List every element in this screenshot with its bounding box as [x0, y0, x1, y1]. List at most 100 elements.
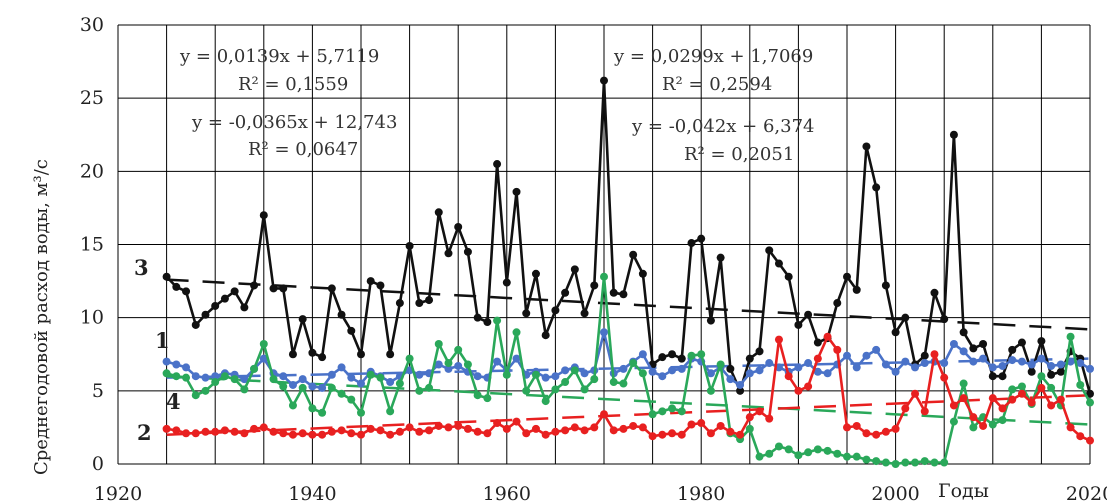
data-point-3 — [745, 354, 754, 363]
data-point-4 — [395, 379, 404, 388]
data-point-4 — [687, 351, 696, 360]
data-point-2 — [687, 420, 696, 429]
data-point-4 — [269, 375, 278, 384]
data-point-2 — [405, 423, 414, 432]
data-point-4 — [745, 424, 754, 433]
data-point-3 — [395, 299, 404, 308]
data-point-3 — [473, 313, 482, 322]
data-point-3 — [979, 340, 988, 349]
curve-label-4: 4 — [166, 389, 181, 414]
data-point-3 — [182, 287, 191, 296]
data-point-2 — [1027, 398, 1036, 407]
data-point-3 — [347, 326, 356, 335]
data-point-2 — [609, 426, 618, 435]
data-point-4 — [405, 354, 414, 363]
data-point-4 — [648, 410, 657, 419]
data-point-4 — [901, 458, 910, 467]
data-point-2 — [949, 401, 958, 410]
data-point-4 — [1066, 332, 1075, 341]
data-point-2 — [629, 421, 638, 430]
data-point-1 — [988, 363, 997, 372]
data-point-3 — [522, 309, 531, 318]
data-point-3 — [1056, 367, 1065, 376]
data-point-3 — [376, 281, 385, 290]
data-point-4 — [619, 379, 628, 388]
data-point-2 — [872, 430, 881, 439]
data-point-4 — [298, 383, 307, 392]
data-point-2 — [736, 430, 745, 439]
data-point-4 — [833, 449, 842, 458]
data-point-2 — [706, 429, 715, 438]
data-point-2 — [1076, 432, 1085, 441]
curve-label-1: 1 — [155, 328, 170, 353]
data-point-4 — [891, 460, 900, 468]
x-tick-label: 1940 — [288, 483, 336, 504]
data-point-4 — [998, 416, 1007, 425]
data-point-1 — [959, 347, 968, 356]
data-point-1 — [415, 370, 424, 379]
data-point-2 — [813, 354, 822, 363]
data-point-3 — [590, 281, 599, 290]
data-point-2 — [570, 423, 579, 432]
data-point-2 — [415, 427, 424, 436]
data-point-1 — [298, 375, 307, 384]
data-point-2 — [668, 429, 677, 438]
data-point-4 — [862, 455, 871, 464]
data-point-3 — [901, 313, 910, 322]
data-point-2 — [191, 429, 200, 438]
y-tick-label: 20 — [80, 160, 104, 182]
y-tick-label: 30 — [80, 14, 104, 36]
trend-lines — [166, 278, 1091, 436]
y-tick-label: 15 — [80, 234, 104, 256]
data-point-4 — [279, 382, 288, 391]
data-point-2 — [697, 419, 706, 428]
data-point-2 — [726, 427, 735, 436]
data-point-3 — [891, 328, 900, 337]
data-point-1 — [288, 380, 297, 389]
data-point-2 — [833, 345, 842, 354]
data-point-3 — [327, 284, 336, 293]
data-point-1 — [357, 379, 365, 388]
data-point-2 — [1008, 395, 1017, 404]
y-tick-label: 25 — [80, 87, 104, 109]
y-tick-label: 5 — [92, 380, 104, 402]
data-point-2 — [745, 413, 754, 422]
data-point-4 — [220, 372, 229, 381]
data-point-3 — [1017, 338, 1026, 347]
data-point-2 — [522, 429, 531, 438]
curve-label-2: 2 — [137, 420, 152, 445]
data-point-1 — [872, 345, 881, 354]
data-point-3 — [1027, 367, 1036, 376]
data-point-1 — [600, 328, 608, 337]
data-point-3 — [988, 372, 997, 381]
data-point-3 — [541, 331, 550, 340]
data-point-4 — [444, 359, 453, 368]
data-point-2 — [541, 430, 550, 439]
data-point-3 — [755, 347, 764, 356]
data-point-3 — [638, 269, 647, 278]
data-point-3 — [551, 306, 560, 315]
data-point-2 — [279, 429, 288, 438]
data-point-3 — [813, 338, 822, 347]
data-point-1 — [1037, 354, 1046, 363]
data-point-3 — [502, 278, 511, 287]
data-point-2 — [716, 421, 725, 430]
data-point-3 — [1047, 370, 1056, 379]
data-point-2 — [259, 423, 268, 432]
data-point-4 — [959, 379, 968, 388]
data-point-3 — [959, 328, 968, 337]
data-point-4 — [259, 340, 268, 349]
data-point-2 — [298, 429, 307, 438]
data-point-2 — [590, 423, 599, 432]
data-point-3 — [357, 350, 365, 359]
data-point-1 — [327, 370, 336, 379]
data-point-2 — [337, 426, 346, 435]
data-point-3 — [463, 247, 472, 256]
data-point-3 — [774, 259, 783, 268]
data-point-3 — [250, 281, 259, 290]
data-point-2 — [959, 394, 968, 403]
data-point-1 — [619, 364, 628, 373]
data-point-2 — [444, 423, 453, 432]
